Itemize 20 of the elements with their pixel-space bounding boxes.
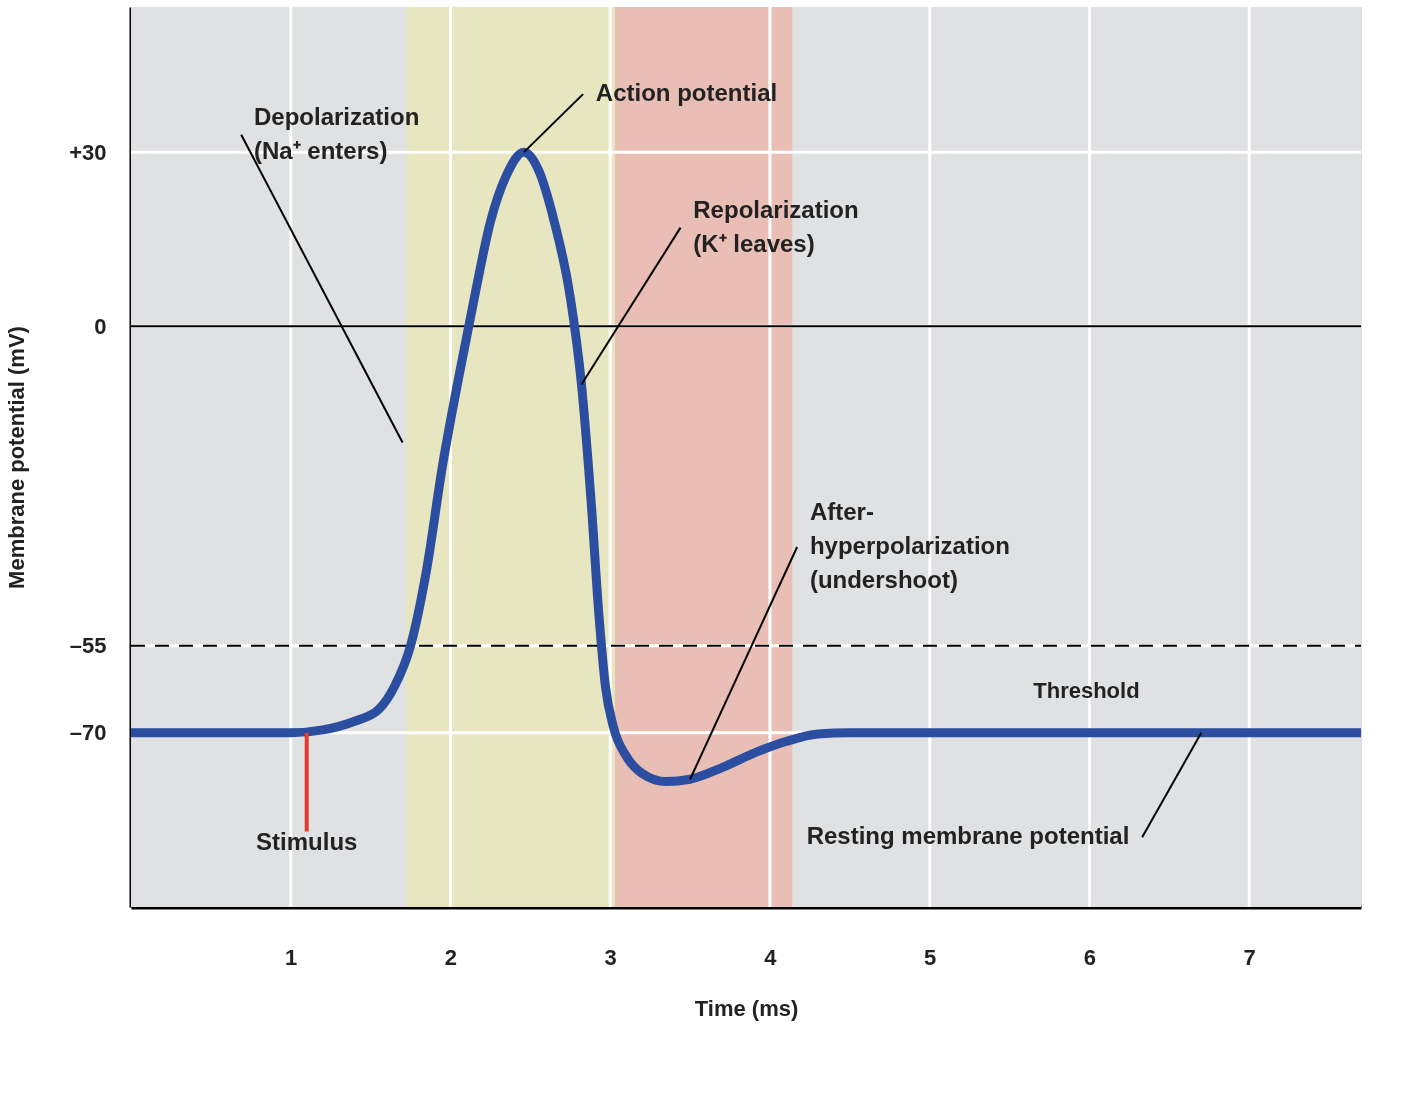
x-tick-label: 2 (444, 944, 458, 970)
x-tick-label: 5 (924, 944, 937, 970)
y-tick-label: –70 (69, 720, 107, 746)
y-tick-label: 0 (94, 313, 107, 339)
y-tick-label: –55 (69, 633, 107, 659)
x-axis-title: Time (ms) (694, 995, 799, 1021)
annotation: Stimulus (256, 828, 358, 856)
x-tick-label: 4 (764, 944, 778, 970)
x-tick-label: 7 (1243, 944, 1256, 970)
ref-line-label: Threshold (1033, 677, 1140, 703)
annotation: Resting membrane potential (806, 822, 1130, 850)
annotation: After-hyperpolarization (undershoot) (809, 498, 1010, 593)
annotation: Repolarization (K⁺ leaves) (693, 195, 859, 257)
y-tick-label: +30 (69, 139, 107, 165)
x-tick-label: 3 (604, 944, 617, 970)
x-tick-label: 1 (285, 944, 298, 970)
annotation: Depolarization (Na⁺ enters) (254, 102, 420, 164)
x-tick-label: 6 (1083, 944, 1097, 970)
y-axis-title: Membrane potential (mV) (4, 326, 30, 589)
annotation: Action potential (595, 79, 778, 107)
